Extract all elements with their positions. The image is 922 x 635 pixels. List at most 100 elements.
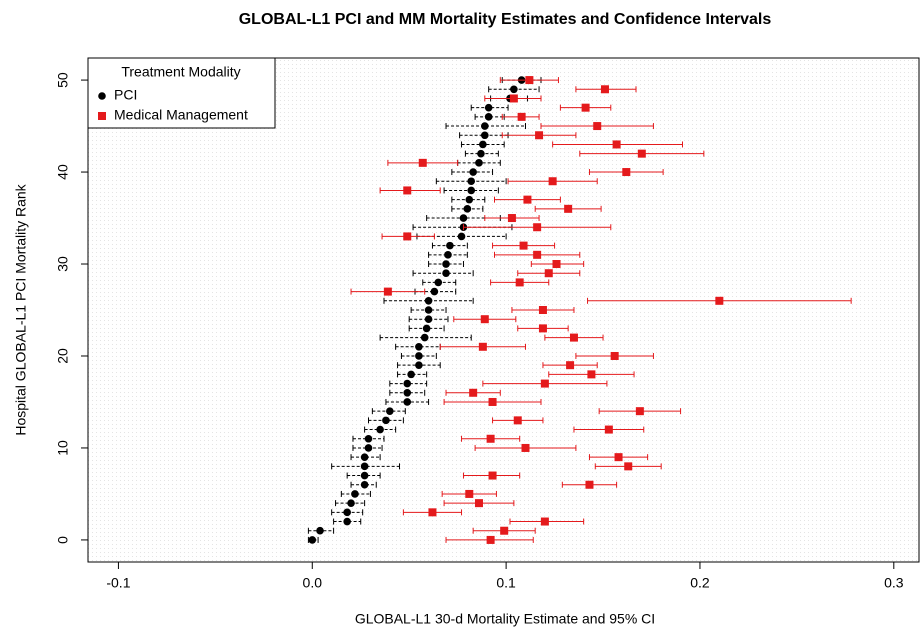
point (488, 471, 497, 480)
point (564, 204, 573, 213)
point (403, 232, 412, 241)
point (523, 195, 532, 204)
point (484, 113, 493, 121)
point (459, 214, 468, 222)
point (386, 407, 394, 415)
point (442, 260, 450, 268)
legend-marker (98, 92, 106, 100)
chart-title: GLOBAL-L1 PCI and MM Mortality Estimates… (239, 11, 772, 28)
point (510, 85, 518, 94)
point (486, 535, 495, 544)
point (415, 342, 423, 351)
point (509, 94, 518, 103)
point (521, 443, 530, 452)
point (407, 370, 415, 379)
y-tick-label: 20 (55, 348, 71, 364)
y-tick-label: 10 (55, 440, 71, 456)
point (418, 158, 427, 167)
point (308, 536, 317, 544)
point (347, 499, 355, 507)
point (484, 103, 493, 112)
point (637, 149, 646, 158)
plot-background (88, 58, 919, 562)
point (457, 232, 466, 241)
point (538, 306, 547, 314)
y-axis-title: Hospital GLOBAL-L1 PCI Mortality Rank (13, 183, 29, 435)
point (585, 480, 594, 489)
point (403, 379, 412, 388)
point (463, 205, 472, 213)
point (316, 526, 324, 535)
x-tick-label: -0.1 (106, 575, 130, 591)
point (610, 351, 619, 360)
point (622, 168, 631, 177)
point (415, 352, 423, 360)
y-tick-label: 40 (55, 164, 71, 180)
point (507, 214, 516, 223)
point (467, 186, 476, 195)
point (430, 287, 439, 296)
point (500, 526, 509, 535)
point (519, 241, 528, 250)
x-tick-label: 0.3 (884, 575, 904, 591)
point (612, 140, 621, 149)
point (480, 122, 489, 130)
legend-label: Medical Management (114, 107, 248, 123)
point (428, 508, 437, 517)
y-tick-label: 30 (55, 256, 71, 272)
point (469, 388, 478, 397)
point (360, 480, 369, 489)
point (424, 297, 433, 305)
point (446, 241, 454, 250)
legend-marker (98, 112, 106, 120)
point (424, 315, 433, 323)
marks (307, 76, 852, 544)
point (422, 324, 431, 333)
point (479, 140, 487, 149)
point (383, 287, 392, 296)
point (614, 453, 623, 462)
point (486, 434, 495, 443)
point (434, 278, 443, 287)
point (525, 76, 534, 85)
point (403, 186, 412, 195)
point (544, 269, 553, 278)
point (444, 251, 452, 259)
point (360, 462, 369, 471)
legend-label: PCI (114, 87, 137, 103)
point (382, 416, 390, 425)
point (540, 379, 549, 388)
point (488, 397, 497, 406)
point (566, 361, 575, 370)
point (467, 177, 476, 186)
point (364, 444, 373, 452)
point (715, 296, 724, 305)
y-tick-label: 0 (55, 536, 71, 544)
point (403, 398, 412, 406)
point (360, 471, 369, 480)
point (403, 388, 412, 397)
point (475, 159, 483, 167)
point (517, 112, 526, 121)
point (552, 260, 561, 269)
point (478, 342, 487, 351)
x-tick-label: 0.2 (690, 575, 710, 591)
point (587, 370, 596, 379)
x-axis-title: GLOBAL-L1 30-d Mortality Estimate and 95… (355, 611, 655, 627)
point (364, 434, 373, 443)
point (469, 168, 477, 176)
x-tick-label: 0.1 (496, 575, 516, 591)
point (343, 508, 351, 517)
point (480, 315, 489, 324)
point (635, 407, 644, 416)
point (535, 131, 544, 140)
point (548, 177, 557, 186)
point (474, 499, 483, 508)
legend-box (87, 57, 276, 129)
x-tick-label: 0.0 (303, 575, 323, 591)
point (442, 269, 450, 278)
point (351, 490, 359, 498)
y-tick-label: 50 (55, 72, 71, 88)
point (600, 85, 609, 94)
